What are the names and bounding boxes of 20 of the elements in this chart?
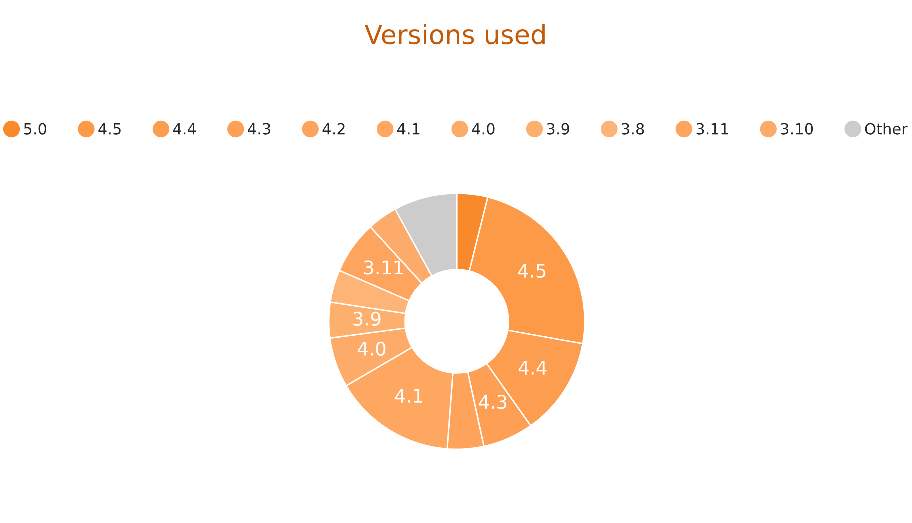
- legend-label: 4.1: [398, 123, 420, 135]
- legend-label: 4.0: [472, 123, 495, 135]
- slice-label: 4.1: [395, 389, 423, 403]
- legend-label: 5.0: [24, 123, 46, 135]
- slice-label: 3.11: [364, 260, 403, 275]
- slice-label: 4.5: [518, 264, 546, 278]
- legend-label: 3.11: [696, 123, 728, 135]
- legend-label: 3.10: [781, 123, 814, 135]
- slice-label: 4.0: [358, 342, 386, 356]
- slice-label: 3.9: [354, 312, 381, 326]
- legend-label: 4.5: [98, 123, 121, 135]
- legend-label: 4.4: [173, 123, 196, 135]
- chart-title: Versions used: [364, 24, 545, 45]
- legend-label: 3.9: [547, 123, 570, 135]
- legend-label: 4.3: [248, 123, 270, 135]
- slice-label: 4.4: [518, 361, 547, 375]
- legend-label: Other: [865, 123, 908, 135]
- legend-label: 4.2: [322, 123, 345, 135]
- legend-label: 3.8: [622, 123, 644, 135]
- slice-label: 4.3: [479, 395, 507, 410]
